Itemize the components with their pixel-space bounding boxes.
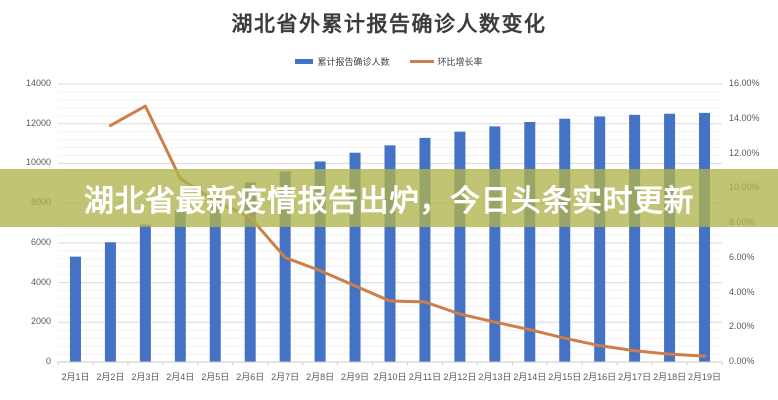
x-axis-tick-label: 2月8日	[306, 372, 335, 382]
x-axis-tick-label: 2月9日	[341, 372, 370, 382]
chart-bar	[384, 145, 396, 362]
y-axis-left-tick-label: 2000	[30, 316, 51, 327]
legend: 累计报告确诊人数 环比增长率	[0, 54, 778, 68]
chart-bar	[139, 224, 151, 362]
y-axis-right-tick-label: 14.00%	[729, 112, 760, 123]
x-axis-tick-label: 2月10日	[373, 372, 407, 382]
x-axis-tick-label: 2月16日	[583, 372, 617, 382]
y-axis-left-tick-label: 10000	[25, 157, 51, 168]
x-axis-tick-label: 2月1日	[61, 372, 90, 382]
chart-bar	[314, 161, 326, 362]
legend-label-cases: 累计报告确诊人数	[317, 56, 390, 67]
chart-bar	[699, 112, 711, 362]
x-axis-tick-label: 2月19日	[688, 372, 722, 382]
x-axis-tick-label: 2月17日	[618, 372, 652, 382]
y-axis-left-tick-label: 14000	[25, 78, 51, 88]
x-axis-tick-label: 2月15日	[548, 372, 582, 382]
legend-label-growth: 环比增长率	[437, 56, 483, 67]
x-axis-tick-label: 2月4日	[166, 372, 195, 382]
chart-bar	[104, 242, 116, 362]
x-axis-tick-label: 2月14日	[513, 372, 547, 382]
chart-bar	[349, 152, 361, 362]
y-axis-left-tick-label: 6000	[30, 236, 51, 247]
y-axis-right-tick-label: 16.00%	[729, 78, 760, 88]
legend-swatch-cases	[295, 58, 314, 64]
y-axis-right-tick-label: 2.00%	[729, 321, 755, 332]
chart-bar	[244, 182, 256, 362]
chart-bar	[209, 196, 221, 362]
y-axis-right-tick-label: 6.00%	[729, 251, 755, 262]
news-banner: 湖北省最新疫情报告出炉，今日头条实时更新	[0, 169, 778, 227]
chart-bar	[489, 126, 501, 363]
chart-bar	[419, 137, 431, 362]
x-axis-tick-label: 2月11日	[408, 372, 442, 382]
chart-title: 湖北省外累计报告确诊人数变化	[231, 13, 547, 36]
growth-rate-line	[108, 104, 707, 358]
legend-item-cases: 累计报告确诊人数	[295, 55, 390, 68]
chart-bar	[174, 210, 186, 362]
x-axis-tick-label: 2月18日	[653, 372, 687, 382]
x-axis-tick-label: 2月5日	[201, 372, 230, 382]
chart-bar	[629, 114, 641, 363]
legend-item-growth: 环比增长率	[409, 55, 483, 68]
y-axis-right-tick-label: 12.00%	[729, 147, 760, 158]
legend-swatch-growth	[409, 59, 434, 63]
x-axis-tick-label: 2月2日	[96, 372, 125, 382]
chart-bar	[664, 113, 676, 363]
y-axis-left-tick-label: 4000	[30, 276, 51, 287]
x-axis-tick-label: 2月7日	[271, 372, 300, 382]
y-axis-right-tick-label: 4.00%	[729, 286, 755, 297]
y-axis-left-tick-label: 12000	[25, 117, 51, 128]
chart-bar	[524, 122, 536, 363]
chart-bar	[559, 118, 571, 363]
chart-bar	[594, 116, 606, 363]
x-axis: 2月1日 2月2日 2月3日 2月4日 2月5日 2月6日 2月7日 2月8日 2月9日 2月10…	[0, 370, 778, 384]
y-axis-left-tick-label: 0	[45, 356, 51, 366]
chart-bar	[69, 256, 81, 362]
x-axis-tick-label: 2月12日	[443, 372, 477, 382]
chart-bar	[454, 131, 466, 362]
banner-headline: 湖北省最新疫情报告出炉，今日头条实时更新	[84, 185, 694, 218]
x-axis-tick-label: 2月3日	[131, 372, 160, 382]
y-axis-right-tick-label: 0.00%	[729, 356, 755, 366]
x-axis-tick-label: 2月13日	[478, 372, 512, 382]
x-axis-tick-label: 2月6日	[236, 372, 265, 382]
chart-bar	[279, 171, 291, 362]
